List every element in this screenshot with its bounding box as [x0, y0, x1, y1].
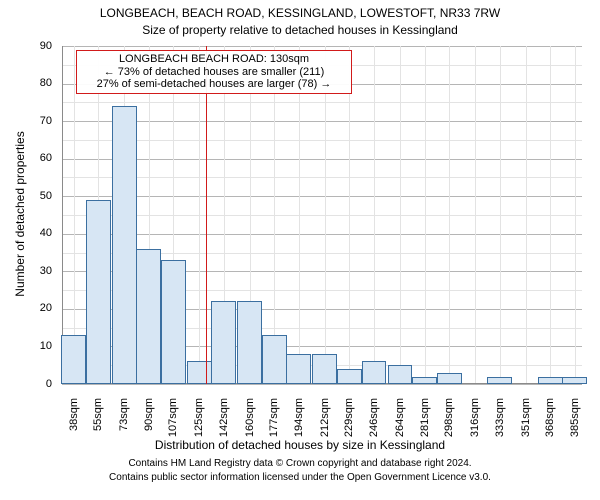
attribution-line: Contains HM Land Registry data © Crown c… — [0, 458, 600, 469]
x-tick-label: 194sqm — [293, 398, 305, 458]
x-tick-label: 229sqm — [343, 398, 355, 458]
histogram-bar — [412, 377, 437, 385]
annotation-box: LONGBEACH BEACH ROAD: 130sqm ← 73% of de… — [76, 50, 352, 94]
grid-line-h — [62, 215, 582, 216]
x-tick-label: 246sqm — [368, 398, 380, 458]
histogram-bar — [312, 354, 337, 384]
chart-subtitle: Size of property relative to detached ho… — [0, 23, 600, 37]
histogram-bar — [286, 354, 311, 384]
x-tick-label: 212sqm — [319, 398, 331, 458]
histogram-bar — [362, 361, 387, 384]
grid-line-v — [550, 46, 551, 384]
chart-title: LONGBEACH, BEACH ROAD, KESSINGLAND, LOWE… — [0, 6, 600, 20]
histogram-bar — [538, 377, 563, 385]
histogram-bar — [487, 377, 512, 385]
y-tick-label: 50 — [0, 190, 52, 202]
x-tick-label: 368sqm — [544, 398, 556, 458]
y-tick-label: 10 — [0, 340, 52, 352]
grid-line-h — [62, 140, 582, 141]
grid-line-h — [62, 177, 582, 178]
axis-line — [62, 46, 63, 384]
y-tick-label: 90 — [0, 40, 52, 52]
y-tick-label: 60 — [0, 152, 52, 164]
x-tick-label: 281sqm — [419, 398, 431, 458]
x-tick-label: 264sqm — [394, 398, 406, 458]
x-tick-label: 142sqm — [218, 398, 230, 458]
grid-line-v — [400, 46, 401, 384]
grid-line-v — [274, 46, 275, 384]
histogram-bar — [61, 335, 86, 384]
x-tick-label: 351sqm — [520, 398, 532, 458]
x-tick-label: 38sqm — [68, 398, 80, 458]
y-tick-label: 70 — [0, 115, 52, 127]
grid-line-v — [199, 46, 200, 384]
histogram-bar — [112, 106, 137, 384]
x-tick-label: 55sqm — [92, 398, 104, 458]
annotation-line: LONGBEACH BEACH ROAD: 130sqm — [81, 53, 347, 66]
plot-area — [62, 46, 582, 384]
x-tick-label: 125sqm — [193, 398, 205, 458]
histogram-bar — [136, 249, 161, 384]
grid-line-v — [575, 46, 576, 384]
grid-line-v — [526, 46, 527, 384]
grid-line-v — [299, 46, 300, 384]
y-tick-label: 20 — [0, 302, 52, 314]
grid-line-h — [62, 234, 582, 235]
attribution-line: Contains public sector information licen… — [0, 472, 600, 483]
annotation-line: 27% of semi-detached houses are larger (… — [81, 78, 347, 91]
reference-line — [206, 46, 207, 384]
grid-line-h — [62, 102, 582, 103]
grid-line-v — [425, 46, 426, 384]
x-tick-label: 298sqm — [443, 398, 455, 458]
grid-line-v — [374, 46, 375, 384]
grid-line-v — [349, 46, 350, 384]
x-tick-label: 160sqm — [244, 398, 256, 458]
histogram-bar — [262, 335, 287, 384]
histogram-bar — [237, 301, 262, 384]
grid-line-v — [449, 46, 450, 384]
y-tick-label: 30 — [0, 265, 52, 277]
x-tick-label: 333sqm — [494, 398, 506, 458]
histogram-bar — [161, 260, 186, 384]
grid-line-h — [62, 121, 582, 122]
histogram-bar — [337, 369, 362, 384]
grid-line-h — [62, 196, 582, 197]
chart-root: LONGBEACH, BEACH ROAD, KESSINGLAND, LOWE… — [0, 0, 600, 500]
grid-line-h — [62, 384, 582, 385]
y-axis-title: Number of detached properties — [13, 124, 27, 304]
grid-line-v — [74, 46, 75, 384]
y-tick-label: 40 — [0, 227, 52, 239]
grid-line-v — [475, 46, 476, 384]
x-tick-label: 90sqm — [143, 398, 155, 458]
x-tick-label: 385sqm — [569, 398, 581, 458]
grid-line-h — [62, 46, 582, 47]
x-tick-label: 107sqm — [167, 398, 179, 458]
histogram-bar — [187, 361, 212, 384]
histogram-bar — [211, 301, 236, 384]
x-tick-label: 177sqm — [268, 398, 280, 458]
histogram-bar — [86, 200, 111, 384]
x-tick-label: 316sqm — [469, 398, 481, 458]
grid-line-v — [325, 46, 326, 384]
grid-line-v — [500, 46, 501, 384]
y-tick-label: 80 — [0, 77, 52, 89]
y-tick-label: 0 — [0, 378, 52, 390]
grid-line-h — [62, 159, 582, 160]
annotation-line: ← 73% of detached houses are smaller (21… — [81, 66, 347, 79]
histogram-bar — [562, 377, 587, 385]
x-tick-label: 73sqm — [118, 398, 130, 458]
histogram-bar — [388, 365, 413, 384]
histogram-bar — [437, 373, 462, 384]
